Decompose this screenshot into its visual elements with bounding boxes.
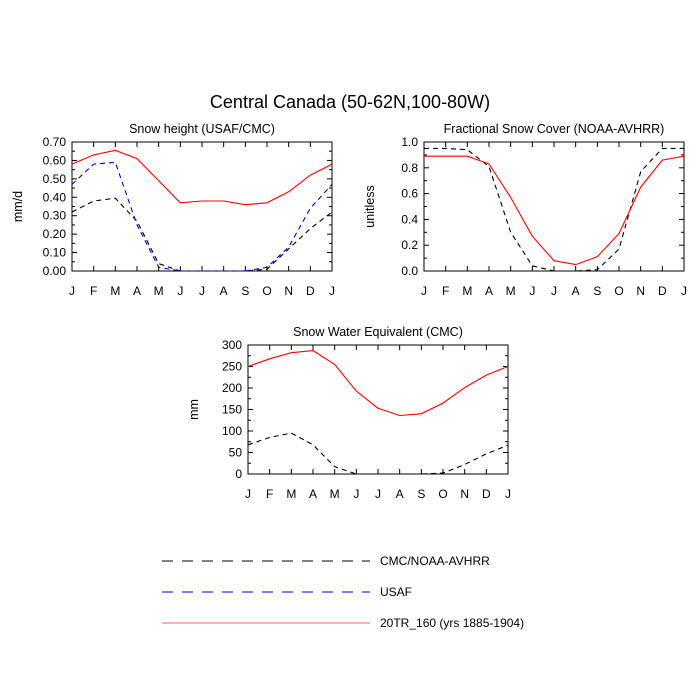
x-tick-label: M <box>154 284 164 298</box>
x-tick-label: J <box>681 284 687 298</box>
x-tick-label: A <box>220 284 228 298</box>
x-tick-label: D <box>306 284 315 298</box>
panel-2: Fractional Snow Cover (NOAA-AVHRR) unitle… <box>363 122 687 298</box>
y-axis-label: mm/d <box>11 191 25 222</box>
x-tick-label: J <box>199 284 205 298</box>
x-tick-label: O <box>438 487 447 501</box>
series-line <box>71 149 333 206</box>
y-tick-label: 0.20 <box>43 227 67 241</box>
x-tick-label: F <box>90 284 97 298</box>
y-tick-label: 150 <box>222 403 242 417</box>
y-tick-label: 250 <box>222 360 242 374</box>
series-line <box>424 155 685 266</box>
series-line <box>247 350 509 417</box>
y-tick-label: 0.4 <box>401 212 418 226</box>
x-tick-label: J <box>529 284 535 298</box>
legend: CMC/NOAA-AVHRR USAF 20TR_160 (yrs 1885-190… <box>162 554 524 630</box>
x-tick-label: O <box>262 284 271 298</box>
panel-title: Snow height (USAF/CMC) <box>129 122 275 136</box>
y-tick-label: 50 <box>229 446 243 460</box>
x-tick-label: M <box>506 284 516 298</box>
x-tick-label: J <box>375 487 381 501</box>
y-tick-label: 0.60 <box>43 153 67 167</box>
y-tick-label: 0.2 <box>401 238 418 252</box>
y-tick-label: 0.30 <box>43 209 67 223</box>
x-tick-label: F <box>442 284 449 298</box>
x-tick-label: S <box>593 284 601 298</box>
plot-frame <box>71 141 333 272</box>
x-tick-label: D <box>658 284 667 298</box>
x-tick-label: M <box>286 487 296 501</box>
x-tick-label: J <box>329 284 335 298</box>
x-tick-label: A <box>572 284 580 298</box>
x-tick-label: N <box>636 284 645 298</box>
x-tick-label: J <box>421 284 427 298</box>
x-tick-label: J <box>551 284 557 298</box>
x-tick-label: O <box>614 284 623 298</box>
legend-label: USAF <box>380 585 412 599</box>
panel-title: Fractional Snow Cover (NOAA-AVHRR) <box>444 122 665 136</box>
x-tick-label: A <box>485 284 493 298</box>
legend-label: 20TR_160 (yrs 1885-1904) <box>380 616 524 630</box>
x-tick-label: N <box>284 284 293 298</box>
series-line <box>424 147 684 272</box>
y-tick-label: 100 <box>222 424 242 438</box>
x-tick-label: M <box>330 487 340 501</box>
plot-frame <box>247 344 509 475</box>
x-tick-label: D <box>482 487 491 501</box>
x-tick-label: S <box>417 487 425 501</box>
x-tick-label: M <box>462 284 472 298</box>
y-tick-label: 0.50 <box>43 172 67 186</box>
x-tick-label: J <box>69 284 75 298</box>
y-tick-label: 0.70 <box>43 135 67 149</box>
x-tick-label: M <box>110 284 120 298</box>
y-tick-label: 0.0 <box>401 264 418 278</box>
y-tick-label: 0.40 <box>43 190 67 204</box>
x-tick-label: A <box>133 284 141 298</box>
panel-title: Snow Water Equivalent (CMC) <box>293 325 463 339</box>
x-tick-label: J <box>177 284 183 298</box>
series-line <box>71 161 333 272</box>
x-tick-label: N <box>460 487 469 501</box>
y-tick-label: 0.00 <box>43 264 67 278</box>
y-tick-label: 0 <box>235 467 242 481</box>
legend-label: CMC/NOAA-AVHRR <box>380 554 490 568</box>
figure-title: Central Canada (50-62N,100-80W) <box>210 92 490 112</box>
y-axis-label: mm <box>187 399 201 420</box>
y-tick-label: 300 <box>222 338 242 352</box>
y-axis-label: unitless <box>363 185 377 227</box>
plot-frame <box>423 141 685 272</box>
y-tick-label: 1.0 <box>401 135 418 149</box>
x-tick-label: J <box>505 487 511 501</box>
panel-1: Snow height (USAF/CMC) mm/d 0.00 0.10 0.20 0.… <box>11 122 335 298</box>
y-tick-label: 0.10 <box>43 246 67 260</box>
y-tick-label: 0.6 <box>401 187 418 201</box>
x-tick-label: A <box>396 487 404 501</box>
panel-3: Snow Water Equivalent (CMC) mm 0 50 100 150 20… <box>187 325 511 501</box>
x-tick-label: J <box>245 487 251 501</box>
series-line <box>71 197 333 272</box>
y-tick-label: 200 <box>222 381 242 395</box>
y-tick-label: 0.8 <box>401 161 418 175</box>
x-tick-label: A <box>309 487 317 501</box>
x-tick-label: J <box>353 487 359 501</box>
x-tick-label: F <box>266 487 273 501</box>
series-line <box>247 432 509 475</box>
x-tick-label: S <box>241 284 249 298</box>
